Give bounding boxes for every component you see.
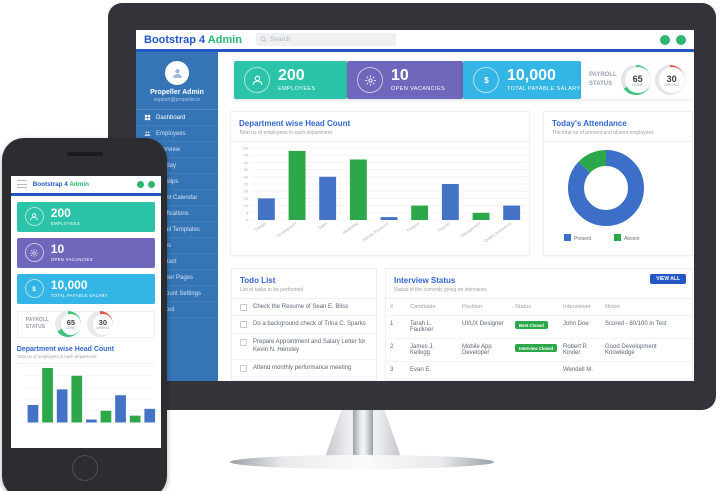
svg-text:5: 5 <box>246 210 249 215</box>
svg-text:Management: Management <box>460 220 483 238</box>
svg-text:Development: Development <box>275 220 298 238</box>
svg-text:20: 20 <box>244 189 249 194</box>
svg-text:Present: Present <box>574 236 592 242</box>
svg-text:Human Resource: Human Resource <box>361 220 390 242</box>
svg-text:50: 50 <box>244 146 249 151</box>
svg-text:15: 15 <box>244 196 249 201</box>
svg-text:35: 35 <box>244 167 249 172</box>
svg-text:45: 45 <box>244 153 249 158</box>
svg-text:30: 30 <box>244 174 249 179</box>
svg-text:Support: Support <box>437 220 452 233</box>
svg-text:Design: Design <box>254 221 267 232</box>
svg-text:0: 0 <box>246 218 249 223</box>
svg-text:Marketing: Marketing <box>342 221 359 235</box>
svg-text:$: $ <box>33 286 37 293</box>
svg-text:$: $ <box>484 76 489 85</box>
svg-text:25: 25 <box>244 182 249 187</box>
svg-text:Quality Assurance: Quality Assurance <box>483 220 513 243</box>
svg-text:40: 40 <box>244 160 249 165</box>
svg-text:Absent: Absent <box>624 236 640 242</box>
svg-text:Finance: Finance <box>406 220 421 233</box>
svg-text:Sales: Sales <box>317 221 328 231</box>
svg-text:10: 10 <box>244 203 249 208</box>
